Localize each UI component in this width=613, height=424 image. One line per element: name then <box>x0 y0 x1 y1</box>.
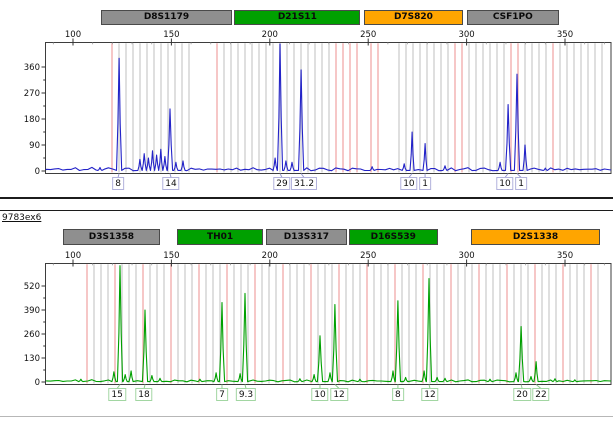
marker-CSF1PO[interactable]: CSF1PO <box>466 10 560 25</box>
y-tick-label: 130 <box>24 354 40 364</box>
allele-call-18[interactable]: 18 <box>135 388 153 401</box>
allele-connector <box>279 173 283 178</box>
allele-call-7[interactable]: 7 <box>216 388 228 401</box>
allele-call-15[interactable]: 15 <box>108 388 126 401</box>
marker-D21S11[interactable]: D21S11 <box>234 10 361 25</box>
allele-connector <box>535 384 542 389</box>
allele-connector <box>300 173 305 178</box>
marker-D13S317[interactable]: D13S317 <box>265 229 347 245</box>
allele-call-10[interactable]: 10 <box>400 177 418 190</box>
y-tick-label: 90 <box>29 141 40 151</box>
marker-D3S1358[interactable]: D3S1358 <box>63 229 160 245</box>
x-tick-label: 150 <box>163 30 179 40</box>
y-tick-label: 180 <box>24 115 40 125</box>
allele-connector <box>116 384 121 389</box>
allele-connector <box>504 173 509 178</box>
y-tick-label: 390 <box>24 306 40 316</box>
plot-border <box>45 263 612 385</box>
allele-connector <box>143 384 146 389</box>
x-tick-label: 200 <box>262 30 278 40</box>
y-tick-label: 0 <box>35 167 40 177</box>
allele-call-8[interactable]: 8 <box>112 177 124 190</box>
marker-D16S539[interactable]: D16S539 <box>348 229 439 245</box>
x-tick-label: 250 <box>360 251 376 261</box>
allele-connector <box>244 384 247 389</box>
x-tick-label: 150 <box>163 251 179 261</box>
allele-call-22[interactable]: 22 <box>532 388 550 401</box>
x-tick-label: 200 <box>262 251 278 261</box>
allele-call-1[interactable]: 1 <box>515 177 527 190</box>
plot-border <box>45 42 612 174</box>
marker-D8S1179[interactable]: D8S1179 <box>100 10 233 25</box>
allele-call-10[interactable]: 10 <box>311 388 329 401</box>
y-tick-label: 360 <box>24 63 40 73</box>
fluorescence-trace <box>45 43 612 172</box>
allele-call-8[interactable]: 8 <box>392 388 404 401</box>
electropherogram-plot-top: 100 150 200 250 300 350 0 90 180 270 360 <box>24 30 612 178</box>
y-tick-label: 520 <box>24 282 40 292</box>
allele-call-29[interactable]: 29 <box>273 177 291 190</box>
x-tick-label: 100 <box>65 30 81 40</box>
allele-connector <box>117 173 120 178</box>
allele-connector <box>334 384 340 389</box>
allele-call-14[interactable]: 14 <box>162 177 180 190</box>
allele-connector <box>520 384 523 389</box>
x-tick-label: 300 <box>458 30 474 40</box>
x-tick-label: 250 <box>360 30 376 40</box>
allele-connector <box>428 384 431 389</box>
allele-call-10[interactable]: 10 <box>496 177 514 190</box>
y-tick-label: 260 <box>24 330 40 340</box>
y-tick-label: 0 <box>35 378 40 388</box>
fluorescence-trace <box>45 265 612 383</box>
allele-call-12[interactable]: 12 <box>330 388 348 401</box>
bottom-separator-line <box>0 416 613 417</box>
marker-D7S820[interactable]: D7S820 <box>364 10 463 25</box>
bottom-electropherogram-panel: 9783ex6 100 150 200 250 300 350 0 130 260 390 520 … <box>0 210 613 424</box>
allele-connector <box>169 173 172 178</box>
panel-gap <box>0 199 613 210</box>
allele-call-9.3[interactable]: 9.3 <box>235 388 257 401</box>
allele-connector <box>516 173 522 178</box>
electropherogram-plot-bottom: 100 150 200 250 300 350 0 130 260 390 520 <box>24 251 612 389</box>
allele-call-31.2[interactable]: 31.2 <box>291 177 318 190</box>
y-tick-label: 270 <box>24 89 40 99</box>
allele-call-1[interactable]: 1 <box>419 177 431 190</box>
x-tick-label: 100 <box>65 251 81 261</box>
x-tick-label: 350 <box>557 251 573 261</box>
sample-name-label: 9783ex6 <box>2 213 42 223</box>
x-tick-label: 300 <box>458 251 474 261</box>
allele-connector <box>408 173 413 178</box>
allele-call-12[interactable]: 12 <box>421 388 439 401</box>
allele-call-20[interactable]: 20 <box>513 388 531 401</box>
x-tick-label: 350 <box>557 30 573 40</box>
marker-D2S1338[interactable]: D2S1338 <box>470 229 601 245</box>
marker-TH01[interactable]: TH01 <box>177 229 263 245</box>
